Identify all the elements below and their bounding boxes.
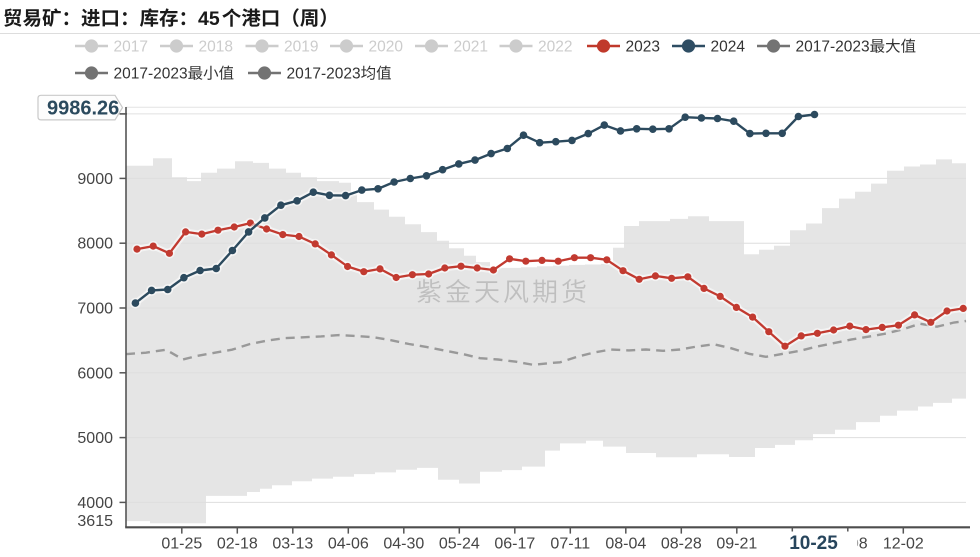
svg-text:5000: 5000 [77,430,113,447]
svg-text:2017: 2017 [114,39,148,56]
svg-text:9000: 9000 [77,171,113,188]
svg-text:04-06: 04-06 [328,536,369,553]
svg-text:2021: 2021 [454,39,488,56]
svg-text:8000: 8000 [77,236,113,253]
svg-text:09-21: 09-21 [716,536,757,553]
svg-text:12-02: 12-02 [883,536,924,553]
svg-text:03-13: 03-13 [272,536,313,553]
svg-text:2019: 2019 [284,39,318,56]
svg-text:02-18: 02-18 [217,536,258,553]
svg-text:2024: 2024 [711,39,746,56]
svg-text:2017-2023: 2017-2023 [287,66,361,83]
svg-text:08-28: 08-28 [661,536,702,553]
svg-text:4000: 4000 [77,495,113,512]
svg-text:2018: 2018 [199,39,233,56]
svg-text:04-30: 04-30 [383,536,424,553]
svg-text:2023: 2023 [626,39,660,56]
svg-text:2017-2023: 2017-2023 [796,39,870,56]
svg-text:10-25: 10-25 [789,533,838,554]
svg-text:08-04: 08-04 [605,536,646,553]
svg-text:9986.26: 9986.26 [47,97,119,119]
svg-text:45: 45 [198,8,220,30]
svg-text:2022: 2022 [538,39,572,56]
svg-text:05-24: 05-24 [439,536,480,553]
svg-text:2017-2023: 2017-2023 [114,66,188,83]
svg-text:3615: 3615 [77,513,113,530]
svg-text:7000: 7000 [77,301,113,318]
svg-text:07-11: 07-11 [550,536,590,553]
svg-text:01-25: 01-25 [161,536,202,553]
svg-text:2020: 2020 [369,39,404,56]
svg-text:06-17: 06-17 [494,536,535,553]
svg-text:6000: 6000 [77,365,113,382]
